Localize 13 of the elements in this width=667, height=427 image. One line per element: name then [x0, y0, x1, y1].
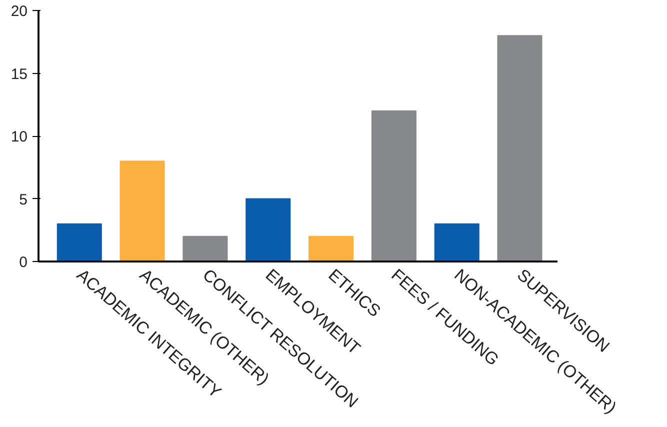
y-tick-label: 20 [10, 3, 28, 20]
bar [246, 198, 291, 262]
bar [497, 35, 542, 262]
y-tick-label: 5 [19, 191, 28, 208]
bar [56, 223, 102, 262]
bar [434, 223, 480, 262]
bar [120, 160, 165, 262]
y-tick-label: 15 [10, 66, 28, 83]
bar [182, 236, 228, 262]
y-tick-label: 0 [19, 254, 28, 271]
bar [308, 236, 354, 262]
bar [371, 110, 416, 262]
y-tick-label: 10 [10, 128, 28, 146]
